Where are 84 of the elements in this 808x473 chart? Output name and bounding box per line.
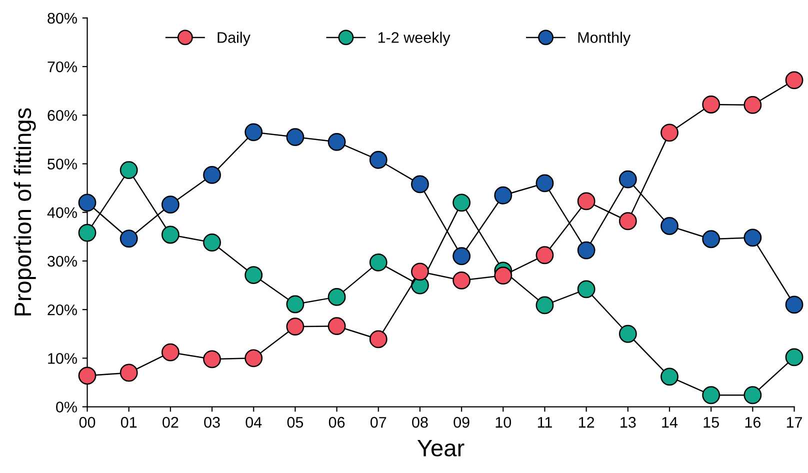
point <box>702 386 720 404</box>
point <box>702 230 720 248</box>
point <box>328 317 346 336</box>
point <box>161 226 180 244</box>
point <box>78 366 96 385</box>
x-tick-label: 16 <box>745 416 760 428</box>
y-tick-label: 20% <box>48 304 77 316</box>
x-tick-label: 06 <box>328 416 345 428</box>
x-tick-label: 03 <box>204 416 220 428</box>
point <box>369 150 388 169</box>
point <box>203 350 221 368</box>
point <box>452 194 471 212</box>
point <box>328 288 346 306</box>
point <box>618 324 637 343</box>
point <box>286 295 304 314</box>
point <box>785 296 804 314</box>
point <box>744 96 762 114</box>
legend-label: Daily <box>218 32 250 46</box>
x-tick-label: 13 <box>620 416 636 428</box>
point <box>411 262 429 281</box>
point <box>203 166 221 184</box>
point <box>120 161 138 180</box>
y-tick-label: 0% <box>56 402 77 412</box>
y-tick-label: 10% <box>48 353 77 364</box>
point <box>452 271 471 290</box>
y-tick-label: 80% <box>48 12 77 24</box>
x-tick-label: 04 <box>246 416 262 428</box>
point <box>369 330 388 348</box>
point <box>286 318 304 336</box>
point <box>494 266 512 285</box>
point <box>536 296 554 314</box>
x-tick-label: 05 <box>287 416 304 428</box>
point <box>411 175 429 194</box>
point <box>785 348 804 366</box>
point <box>244 123 263 142</box>
y-tick-label: 50% <box>48 158 77 170</box>
point <box>618 170 637 188</box>
x-tick-label: 09 <box>454 416 470 428</box>
point <box>78 224 96 242</box>
point <box>161 343 180 362</box>
x-tick-label: 12 <box>578 416 594 428</box>
point <box>120 230 138 248</box>
point <box>577 192 596 210</box>
x-tick-label: 15 <box>704 417 719 428</box>
point <box>744 386 762 404</box>
point <box>244 266 263 284</box>
point <box>744 228 762 247</box>
x-tick-label: 11 <box>538 417 552 428</box>
point <box>494 186 512 204</box>
x-tick-label: 00 <box>79 416 96 428</box>
point <box>244 349 263 368</box>
point <box>369 253 388 272</box>
y-tick-label: 40% <box>47 207 77 218</box>
point <box>702 96 720 114</box>
x-axis-title: Year <box>417 440 464 456</box>
point <box>618 212 637 230</box>
x-tick-label: 17 <box>786 417 802 428</box>
point <box>577 280 596 298</box>
point <box>78 194 96 212</box>
y-tick-label: 70% <box>48 61 77 72</box>
y-tick-label: 30% <box>48 256 77 267</box>
y-axis-title: Proportion of fittings <box>14 108 36 316</box>
x-tick-label: 02 <box>162 416 178 428</box>
x-tick-label: 01 <box>120 416 137 428</box>
point <box>660 124 678 142</box>
point <box>120 364 138 382</box>
point <box>785 71 804 90</box>
x-tick-label: 08 <box>412 416 428 428</box>
point <box>660 217 678 235</box>
x-tick-label: 14 <box>662 417 678 428</box>
point <box>203 234 221 252</box>
legend-label: 1-2 weekly <box>378 32 450 46</box>
point <box>161 196 180 214</box>
x-tick-label: 07 <box>370 416 386 428</box>
point <box>536 174 554 192</box>
point <box>452 247 471 266</box>
point <box>328 132 346 151</box>
point <box>536 246 554 264</box>
legend-label: Monthly <box>578 32 631 46</box>
point <box>577 241 596 260</box>
x-tick-label: 10 <box>496 416 512 428</box>
point <box>286 128 304 146</box>
point <box>660 368 678 386</box>
y-tick-label: 60% <box>48 110 77 121</box>
